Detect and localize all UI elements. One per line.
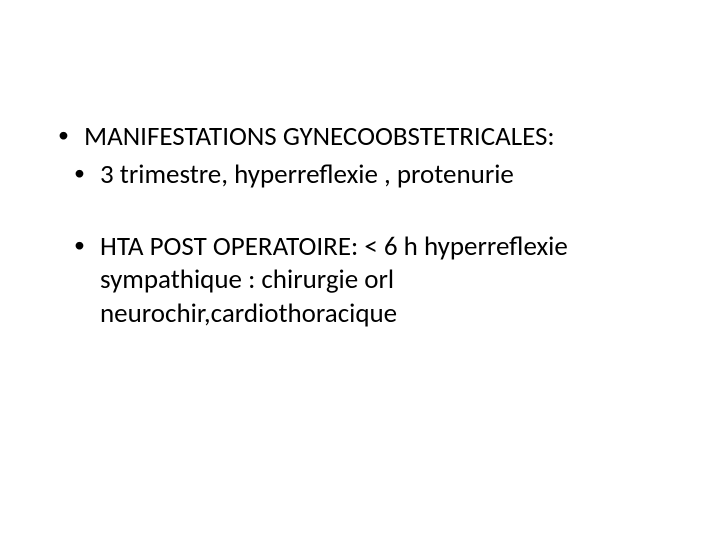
bullet-item: 3 trimestre, hyperreflexie , protenurie <box>50 158 670 192</box>
bullet-text: 3 trimestre, hyperreflexie , protenurie <box>100 158 514 191</box>
bullet-text: MANIFESTATIONS GYNECOOBSTETRICALES: <box>84 120 555 153</box>
bullet-list: MANIFESTATIONS GYNECOOBSTETRICALES: 3 tr… <box>50 120 670 192</box>
bullet-list: HTA POST OPERATOIRE: < 6 h hyperreflexie… <box>50 230 670 331</box>
bullet-text: HTA POST OPERATOIRE: < 6 h hyperreflexie… <box>100 230 568 331</box>
spacer <box>50 196 670 230</box>
bullet-item: HTA POST OPERATOIRE: < 6 h hyperreflexie… <box>50 230 670 331</box>
slide-body: MANIFESTATIONS GYNECOOBSTETRICALES: 3 tr… <box>0 0 720 540</box>
bullet-item: MANIFESTATIONS GYNECOOBSTETRICALES: <box>50 120 670 154</box>
